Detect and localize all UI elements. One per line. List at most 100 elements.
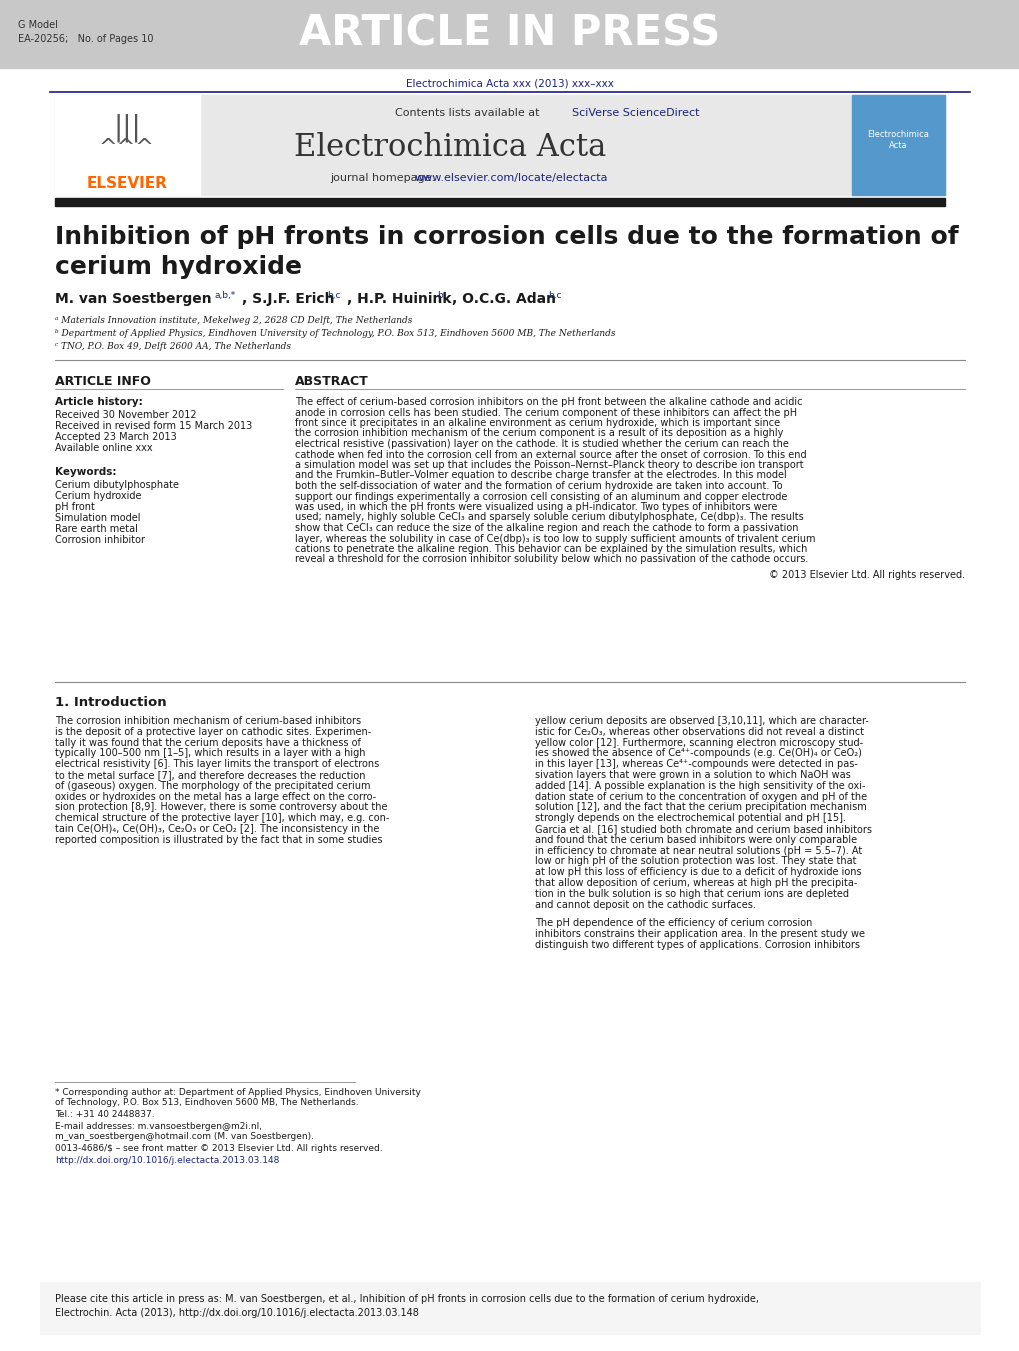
Text: Cerium hydroxide: Cerium hydroxide [55, 490, 142, 501]
Text: distinguish two different types of applications. Corrosion inhibitors: distinguish two different types of appli… [535, 940, 859, 950]
Text: tion in the bulk solution is so high that cerium ions are depleted: tion in the bulk solution is so high tha… [535, 889, 848, 898]
Text: , H.P. Huinink: , H.P. Huinink [346, 292, 451, 305]
Text: ARTICLE INFO: ARTICLE INFO [55, 376, 151, 388]
Text: Electrochimica Acta: Electrochimica Acta [293, 132, 605, 163]
Text: ᵇ Department of Applied Physics, Eindhoven University of Technology, P.O. Box 51: ᵇ Department of Applied Physics, Eindhov… [55, 330, 614, 338]
Text: The corrosion inhibition mechanism of cerium-based inhibitors: The corrosion inhibition mechanism of ce… [55, 716, 361, 725]
Text: to the metal surface [7], and therefore decreases the reduction: to the metal surface [7], and therefore … [55, 770, 365, 780]
Text: Please cite this article in press as: M. van Soestbergen, et al., Inhibition of : Please cite this article in press as: M.… [55, 1294, 758, 1304]
Bar [40, 1282, 979, 1333]
Text: ARTICLE IN PRESS: ARTICLE IN PRESS [300, 14, 719, 55]
Text: low or high pH of the solution protection was lost. They state that: low or high pH of the solution protectio… [535, 857, 856, 866]
Text: b: b [436, 290, 442, 300]
Text: The pH dependence of the efficiency of cerium corrosion: The pH dependence of the efficiency of c… [535, 919, 811, 928]
Text: Keywords:: Keywords: [55, 467, 116, 477]
Text: SciVerse ScienceDirect: SciVerse ScienceDirect [572, 108, 699, 118]
Text: yellow cerium deposits are observed [3,10,11], which are character-: yellow cerium deposits are observed [3,1… [535, 716, 868, 725]
Text: a,b,*: a,b,* [215, 290, 236, 300]
Text: solution [12], and the fact that the cerium precipitation mechanism: solution [12], and the fact that the cer… [535, 802, 866, 812]
Text: front since it precipitates in an alkaline environment as cerium hydroxide, whic: front since it precipitates in an alkali… [294, 417, 780, 428]
Text: typically 100–500 nm [1–5], which results in a layer with a high: typically 100–500 nm [1–5], which result… [55, 748, 365, 758]
Text: The effect of cerium-based corrosion inhibitors on the pH front between the alka: The effect of cerium-based corrosion inh… [294, 397, 802, 407]
Text: cations to penetrate the alkaline region. This behavior can be explained by the : cations to penetrate the alkaline region… [294, 544, 807, 554]
Text: in efficiency to chromate at near neutral solutions (pH = 5.5–7). At: in efficiency to chromate at near neutra… [535, 846, 861, 855]
Text: ᶜ TNO, P.O. Box 49, Delft 2600 AA, The Netherlands: ᶜ TNO, P.O. Box 49, Delft 2600 AA, The N… [55, 342, 290, 351]
Text: ies showed the absence of Ce⁴⁺-compounds (e.g. Ce(OH)₄ or CeO₂): ies showed the absence of Ce⁴⁺-compounds… [535, 748, 861, 758]
Text: and cannot deposit on the cathodic surfaces.: and cannot deposit on the cathodic surfa… [535, 900, 755, 909]
Text: yellow color [12]. Furthermore, scanning electron microscopy stud-: yellow color [12]. Furthermore, scanning… [535, 738, 862, 747]
Text: ABSTRACT: ABSTRACT [294, 376, 369, 388]
Text: tally it was found that the cerium deposits have a thickness of: tally it was found that the cerium depos… [55, 738, 361, 747]
Text: is the deposit of a protective layer on cathodic sites. Experimen-: is the deposit of a protective layer on … [55, 727, 371, 736]
Text: dation state of cerium to the concentration of oxygen and pH of the: dation state of cerium to the concentrat… [535, 792, 866, 801]
Text: at low pH this loss of efficiency is due to a deficit of hydroxide ions: at low pH this loss of efficiency is due… [535, 867, 861, 877]
Text: of (gaseous) oxygen. The morphology of the precipitated cerium: of (gaseous) oxygen. The morphology of t… [55, 781, 370, 790]
Text: Garcia et al. [16] studied both chromate and cerium based inhibitors: Garcia et al. [16] studied both chromate… [535, 824, 871, 834]
Text: sivation layers that were grown in a solution to which NaOH was: sivation layers that were grown in a sol… [535, 770, 850, 780]
Text: reveal a threshold for the corrosion inhibitor solubility below which no passiva: reveal a threshold for the corrosion inh… [294, 554, 808, 565]
Text: pH front: pH front [55, 503, 95, 512]
Text: http://dx.doi.org/10.1016/j.electacta.2013.03.148: http://dx.doi.org/10.1016/j.electacta.20… [55, 1156, 279, 1165]
Text: G Model: G Model [18, 20, 58, 30]
Text: m_van_soestbergen@hotmail.com (M. van Soestbergen).: m_van_soestbergen@hotmail.com (M. van So… [55, 1132, 314, 1142]
Text: inhibitors constrains their application area. In the present study we: inhibitors constrains their application … [535, 929, 864, 939]
Text: Corrosion inhibitor: Corrosion inhibitor [55, 535, 145, 544]
Text: ELSEVIER: ELSEVIER [87, 176, 167, 190]
Text: www.elsevier.com/locate/electacta: www.elsevier.com/locate/electacta [415, 173, 608, 182]
Text: layer, whereas the solubility in case of Ce(dbp)₃ is too low to supply sufficien: layer, whereas the solubility in case of… [294, 534, 815, 543]
Text: was used, in which the pH fronts were visualized using a pH-indicator. Two types: was used, in which the pH fronts were vi… [294, 503, 776, 512]
Text: Available online xxx: Available online xxx [55, 443, 153, 453]
Text: the corrosion inhibition mechanism of the cerium component is a result of its de: the corrosion inhibition mechanism of th… [294, 428, 783, 439]
Text: anode in corrosion cells has been studied. The cerium component of these inhibit: anode in corrosion cells has been studie… [294, 408, 796, 417]
Text: support our findings experimentally a corrosion cell consisting of an aluminum a: support our findings experimentally a co… [294, 492, 787, 501]
Text: Accepted 23 March 2013: Accepted 23 March 2013 [55, 432, 176, 442]
Text: E-mail addresses: m.vansoestbergen@m2i.nl,: E-mail addresses: m.vansoestbergen@m2i.n… [55, 1121, 262, 1131]
Bar [55, 95, 944, 195]
Text: Contents lists available at: Contents lists available at [394, 108, 542, 118]
Text: b,c: b,c [547, 290, 560, 300]
Text: , S.J.F. Erich: , S.J.F. Erich [242, 292, 334, 305]
Bar [851, 95, 944, 195]
Text: |||: ||| [113, 113, 141, 142]
Text: chemical structure of the protective layer [10], which may, e.g. con-: chemical structure of the protective lay… [55, 813, 389, 823]
Text: electrical resistive (passivation) layer on the cathode. It is studied whether t: electrical resistive (passivation) layer… [294, 439, 788, 449]
Text: 0013-4686/$ – see front matter © 2013 Elsevier Ltd. All rights reserved.: 0013-4686/$ – see front matter © 2013 El… [55, 1144, 382, 1152]
Text: electrical resistivity [6]. This layer limits the transport of electrons: electrical resistivity [6]. This layer l… [55, 759, 379, 769]
Text: used; namely, highly soluble CeCl₃ and sparsely soluble cerium dibutylphosphate,: used; namely, highly soluble CeCl₃ and s… [294, 512, 803, 523]
Text: EA-20256;   No. of Pages 10: EA-20256; No. of Pages 10 [18, 34, 153, 45]
Text: , O.C.G. Adan: , O.C.G. Adan [451, 292, 555, 305]
Bar [55, 95, 200, 195]
Text: M. van Soestbergen: M. van Soestbergen [55, 292, 211, 305]
Text: show that CeCl₃ can reduce the size of the alkaline region and reach the cathode: show that CeCl₃ can reduce the size of t… [294, 523, 798, 534]
Text: Electrochimica
Acta: Electrochimica Acta [866, 130, 928, 150]
Text: istic for Ce₂O₃, whereas other observations did not reveal a distinct: istic for Ce₂O₃, whereas other observati… [535, 727, 863, 736]
Text: of Technology, P.O. Box 513, Eindhoven 5600 MB, The Netherlands.: of Technology, P.O. Box 513, Eindhoven 5… [55, 1098, 359, 1106]
Text: Received in revised form 15 March 2013: Received in revised form 15 March 2013 [55, 422, 252, 431]
Text: journal homepage:: journal homepage: [330, 173, 438, 182]
Bar [55, 199, 944, 205]
Text: © 2013 Elsevier Ltd. All rights reserved.: © 2013 Elsevier Ltd. All rights reserved… [768, 570, 964, 580]
Text: a simulation model was set up that includes the Poisson–Nernst–Planck theory to : a simulation model was set up that inclu… [294, 459, 803, 470]
Text: reported composition is illustrated by the fact that in some studies: reported composition is illustrated by t… [55, 835, 382, 844]
Text: b,c: b,c [327, 290, 340, 300]
Text: strongly depends on the electrochemical potential and pH [15].: strongly depends on the electrochemical … [535, 813, 845, 823]
Text: 1. Introduction: 1. Introduction [55, 696, 166, 709]
Text: that allow deposition of cerium, whereas at high pH the precipita-: that allow deposition of cerium, whereas… [535, 878, 857, 888]
Text: ^^^: ^^^ [99, 138, 155, 158]
Text: ᵃ Materials Innovation institute, Mekelweg 2, 2628 CD Delft, The Netherlands: ᵃ Materials Innovation institute, Mekelw… [55, 316, 412, 326]
Text: sion protection [8,9]. However, there is some controversy about the: sion protection [8,9]. However, there is… [55, 802, 387, 812]
Bar [0, 0, 1019, 68]
Text: and the Frumkin–Butler–Volmer equation to describe charge transfer at the electr: and the Frumkin–Butler–Volmer equation t… [294, 470, 786, 481]
Text: Electrochimica Acta xxx (2013) xxx–xxx: Electrochimica Acta xxx (2013) xxx–xxx [406, 78, 613, 88]
Text: Article history:: Article history: [55, 397, 143, 407]
Text: added [14]. A possible explanation is the high sensitivity of the oxi-: added [14]. A possible explanation is th… [535, 781, 865, 790]
Text: Rare earth metal: Rare earth metal [55, 524, 138, 534]
Text: Inhibition of pH fronts in corrosion cells due to the formation of
cerium hydrox: Inhibition of pH fronts in corrosion cel… [55, 226, 958, 278]
Text: tain Ce(OH)₄, Ce(OH)₃, Ce₂O₃ or CeO₂ [2]. The inconsistency in the: tain Ce(OH)₄, Ce(OH)₃, Ce₂O₃ or CeO₂ [2]… [55, 824, 379, 834]
Text: Received 30 November 2012: Received 30 November 2012 [55, 409, 197, 420]
Text: * Corresponding author at: Department of Applied Physics, Eindhoven University: * Corresponding author at: Department of… [55, 1088, 421, 1097]
Text: Simulation model: Simulation model [55, 513, 141, 523]
Text: Cerium dibutylphosphate: Cerium dibutylphosphate [55, 480, 178, 490]
Text: cathode when fed into the corrosion cell from an external source after the onset: cathode when fed into the corrosion cell… [294, 450, 806, 459]
Text: and found that the cerium based inhibitors were only comparable: and found that the cerium based inhibito… [535, 835, 856, 844]
